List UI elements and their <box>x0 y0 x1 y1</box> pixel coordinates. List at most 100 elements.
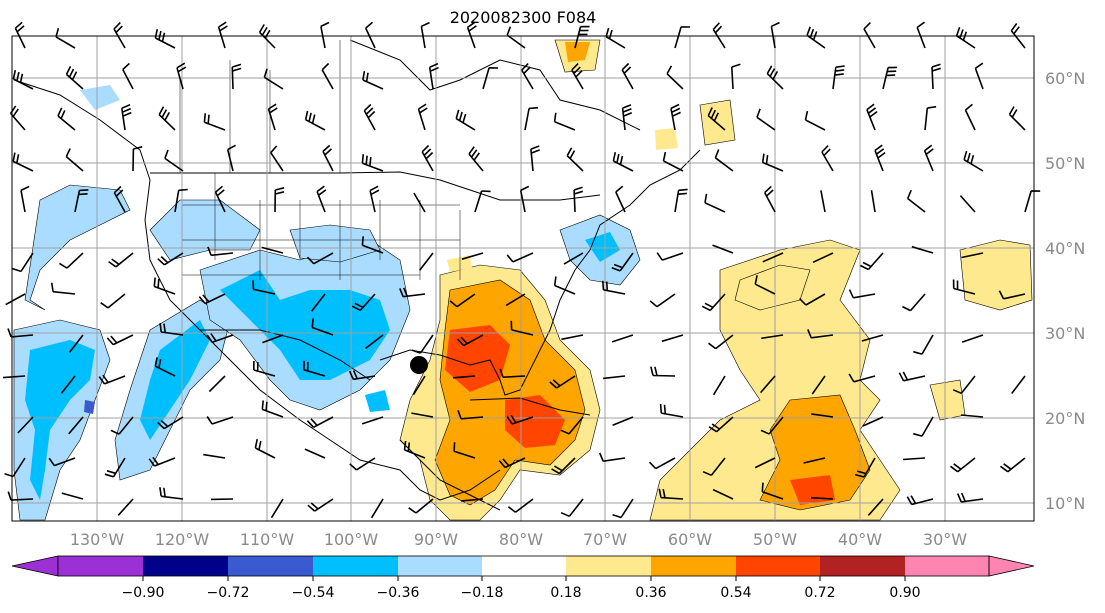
wind-barb <box>411 334 434 354</box>
wind-barb <box>7 491 34 501</box>
lat-label: 50°N <box>1045 154 1085 173</box>
wind-barb <box>964 103 976 131</box>
wind-barb <box>762 252 784 263</box>
wind-barb <box>304 110 326 131</box>
wind-barb <box>521 63 534 90</box>
neg-region-pacific-dark <box>84 400 95 414</box>
wind-barb-layer <box>3 21 1041 519</box>
wind-barb <box>553 112 576 131</box>
wind-barb <box>754 457 776 469</box>
wind-barb <box>14 21 26 49</box>
wind-barb <box>658 488 684 500</box>
wind-barb <box>132 146 143 172</box>
wind-barb <box>106 334 134 346</box>
wind-barb <box>952 375 976 395</box>
wind-barb <box>453 442 476 459</box>
wind-barb <box>270 145 284 172</box>
lat-label: 10°N <box>1045 494 1085 513</box>
colorbar-min-extension <box>11 555 59 577</box>
wind-barb <box>104 457 126 478</box>
wind-barb <box>848 289 876 299</box>
wind-barb <box>611 334 634 343</box>
wind-barb <box>453 375 476 379</box>
wind-barb <box>498 457 526 469</box>
colorbar-segment <box>313 556 398 576</box>
wind-barb <box>121 103 132 131</box>
wind-barb <box>108 252 134 268</box>
colorbar-segment <box>398 556 482 576</box>
wind-barb <box>306 416 334 429</box>
wind-barb <box>863 22 876 49</box>
wind-barb <box>530 145 540 172</box>
wind-barb <box>506 414 534 425</box>
wind-barb <box>361 416 384 425</box>
wind-barb <box>370 498 384 519</box>
wind-barb <box>650 366 676 377</box>
wind-barb <box>615 185 626 213</box>
coast-central-america <box>399 439 501 511</box>
wind-barb <box>612 498 634 519</box>
wind-barb <box>117 498 134 516</box>
wind-barb <box>702 457 726 477</box>
wind-barb <box>364 21 376 49</box>
wind-barb <box>807 329 834 339</box>
wind-barb <box>714 149 734 172</box>
wind-barb <box>5 293 26 306</box>
wind-barb <box>662 151 684 172</box>
pos-region-southeast-dark <box>445 325 510 392</box>
wind-barb <box>1008 106 1026 131</box>
coast-west-north-america <box>13 79 501 501</box>
wind-barb <box>506 26 526 49</box>
wind-barb <box>759 375 776 394</box>
lat-label: 30°N <box>1045 324 1085 343</box>
wind-barb <box>763 185 776 213</box>
wind-barb <box>913 416 934 437</box>
wind-barb <box>408 498 434 514</box>
wind-barb <box>58 252 84 269</box>
wind-barb <box>1024 190 1041 213</box>
wind-barb <box>906 189 926 213</box>
wind-barb <box>351 293 376 312</box>
wind-barb <box>466 21 477 49</box>
colorbar-segment <box>566 556 651 576</box>
wind-barb <box>731 63 741 90</box>
pos-region-labrador <box>699 99 736 146</box>
wind-barb <box>349 457 376 471</box>
wind-barb <box>482 67 499 90</box>
wind-barb <box>320 21 330 49</box>
wind-barb <box>363 103 376 131</box>
wind-barb <box>524 106 539 131</box>
wind-barb <box>712 22 726 49</box>
wind-barb <box>74 189 89 213</box>
wind-barb <box>17 416 34 434</box>
wind-barb <box>612 152 634 172</box>
wind-barb <box>621 62 634 90</box>
wind-barb <box>712 488 734 500</box>
wind-barb <box>9 105 26 131</box>
wind-barb <box>226 144 236 172</box>
wind-barb <box>461 252 484 260</box>
wind-barb <box>666 65 684 90</box>
wind-barb <box>605 27 626 49</box>
wind-barb <box>20 185 30 213</box>
coast-cuba <box>469 397 591 416</box>
colorbar-tick-label: −0.72 <box>207 585 250 601</box>
lon-label: 110°W <box>240 530 295 549</box>
wind-barb <box>870 190 876 213</box>
wind-barb <box>911 245 934 254</box>
wind-barb <box>708 416 734 433</box>
lat-label: 60°N <box>1045 69 1085 88</box>
wind-barb <box>866 103 878 131</box>
wind-barb <box>799 293 826 306</box>
wind-barb <box>267 103 278 131</box>
pos-region-east-atlantic <box>959 239 1033 311</box>
wind-barb <box>549 375 576 389</box>
wind-barb <box>551 457 576 475</box>
wind-barb <box>963 150 984 172</box>
wind-barb <box>154 357 176 377</box>
wind-barb <box>506 252 534 263</box>
colorbar-segment <box>482 556 566 576</box>
longitude-labels: 130°W 120°W 110°W 100°W 90°W 80°W 70°W 6… <box>70 530 967 549</box>
wind-barb <box>253 360 276 377</box>
wind-barb <box>421 144 434 172</box>
